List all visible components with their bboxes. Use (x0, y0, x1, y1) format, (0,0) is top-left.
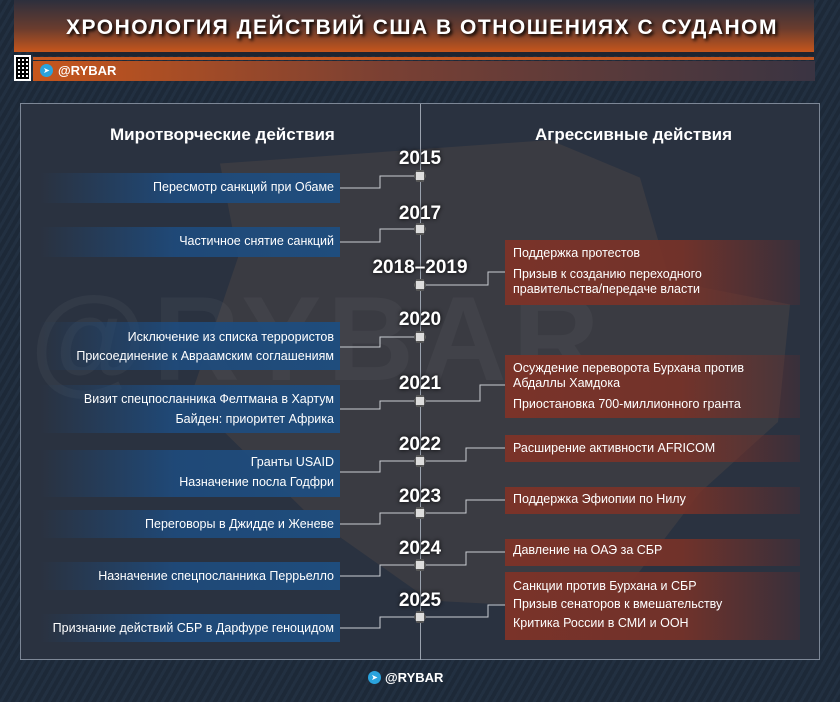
timeline-node (414, 611, 426, 623)
event-text: Критика России в СМИ и ООН (513, 616, 689, 630)
year-label: 2015 (398, 148, 442, 169)
divider (33, 52, 814, 56)
event-text: Частичное снятие санкций (179, 234, 334, 248)
timeline-node (414, 279, 426, 291)
event-text: Присоединение к Авраамским соглашениям (76, 349, 334, 363)
event-text: Гранты USAID (250, 455, 334, 469)
event-text: Исключение из списка террористов (127, 330, 334, 344)
event-text: Поддержка Эфиопии по Нилу (513, 492, 686, 506)
event-text: Призыв сенаторов к вмешательству (513, 597, 723, 611)
peace-event-box: Признание действий СБР в Дарфуре геноцид… (40, 614, 340, 642)
event-text: Поддержка протестов (513, 246, 641, 260)
year-label: 2024 (398, 538, 442, 559)
peace-event-box: Пересмотр санкций при Обаме (40, 173, 340, 203)
event-text: Переговоры в Джидде и Женеве (145, 517, 334, 531)
aggressive-event-box: Давление на ОАЭ за СБР (505, 539, 800, 566)
event-text: Приостановка 700-миллионного гранта (513, 397, 741, 411)
event-text: Давление на ОАЭ за СБР (513, 543, 663, 557)
event-text: Признание действий СБР в Дарфуре геноцид… (52, 621, 334, 635)
peace-event-box: Исключение из списка террористов Присоеди… (40, 322, 340, 370)
timeline-axis (420, 104, 421, 660)
year-label: 2017 (398, 203, 442, 224)
column-header-aggressive: Агрессивные действия (535, 125, 733, 144)
timeline-node (414, 455, 426, 467)
timeline-node (414, 170, 426, 182)
timeline-node (414, 395, 426, 407)
aggressive-event-box: Поддержка протестов Призыв к созданию пер… (505, 240, 800, 305)
timeline-node (414, 559, 426, 571)
brand-handle[interactable]: @RYBAR (58, 63, 117, 78)
year-label: 2025 (398, 590, 442, 611)
telegram-icon: ➤ (368, 671, 381, 684)
peace-event-box: Гранты USAID Назначение посла Годфри (40, 450, 340, 497)
peace-event-box: Переговоры в Джидде и Женеве (40, 510, 340, 538)
telegram-icon: ➤ (40, 64, 53, 77)
brand-row (33, 61, 815, 81)
peace-event-box: Визит спецпосланника Фелтмана в Хартум Ба… (40, 385, 340, 433)
year-label: 2018–2019 (372, 257, 468, 278)
event-text: Пересмотр санкций при Обаме (153, 180, 334, 194)
year-label: 2022 (398, 434, 442, 455)
year-label: 2021 (398, 373, 442, 394)
divider (33, 57, 814, 60)
event-text: Визит спецпосланника Фелтмана в Хартум (83, 392, 334, 406)
column-header-peace: Миротворческие действия (110, 125, 335, 144)
event-text: Расширение активности AFRICOM (513, 441, 716, 455)
peace-event-box: Частичное снятие санкций (40, 227, 340, 257)
page-title: ХРОНОЛОГИЯ ДЕЙСТВИЙ США В ОТНОШЕНИЯХ С С… (66, 16, 779, 39)
timeline-node (414, 507, 426, 519)
event-text: Призыв к созданию переходного правительс… (513, 267, 702, 296)
timeline-node (414, 331, 426, 343)
aggressive-event-box: Поддержка Эфиопии по Нилу (505, 487, 800, 514)
event-text: Осуждение переворота Бурхана против Абда… (513, 361, 744, 390)
event-text: Санкции против Бурхана и СБР (513, 579, 697, 593)
peace-event-box: Назначение спецпосланника Перрьелло (40, 562, 340, 590)
event-text: Байден: приоритет Африка (175, 412, 334, 426)
year-label: 2020 (398, 309, 442, 330)
aggressive-event-box: Осуждение переворота Бурхана против Абда… (505, 355, 800, 418)
title-bar: ХРОНОЛОГИЯ ДЕЙСТВИЙ США В ОТНОШЕНИЯХ С С… (14, 0, 814, 52)
footer-brand[interactable]: @RYBAR (385, 670, 444, 685)
event-text: Назначение спецпосланника Перрьелло (98, 569, 334, 583)
aggressive-event-box: Санкции против Бурхана и СБР Призыв сенат… (505, 572, 800, 640)
qr-code-icon (14, 55, 31, 81)
aggressive-event-box: Расширение активности AFRICOM (505, 435, 800, 462)
event-text: Назначение посла Годфри (179, 475, 334, 489)
year-label: 2023 (398, 486, 442, 507)
timeline-node (414, 223, 426, 235)
